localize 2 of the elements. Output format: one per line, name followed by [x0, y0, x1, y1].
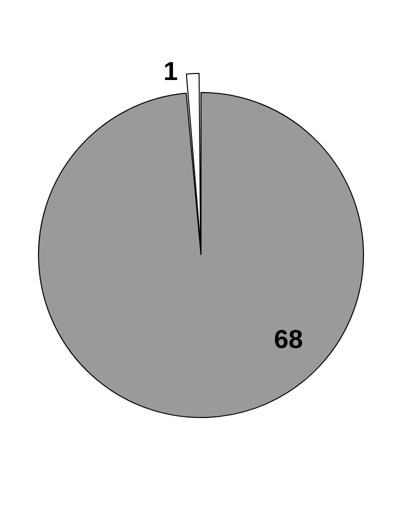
data-label: 1 [163, 56, 178, 86]
data-label: 68 [274, 324, 303, 354]
